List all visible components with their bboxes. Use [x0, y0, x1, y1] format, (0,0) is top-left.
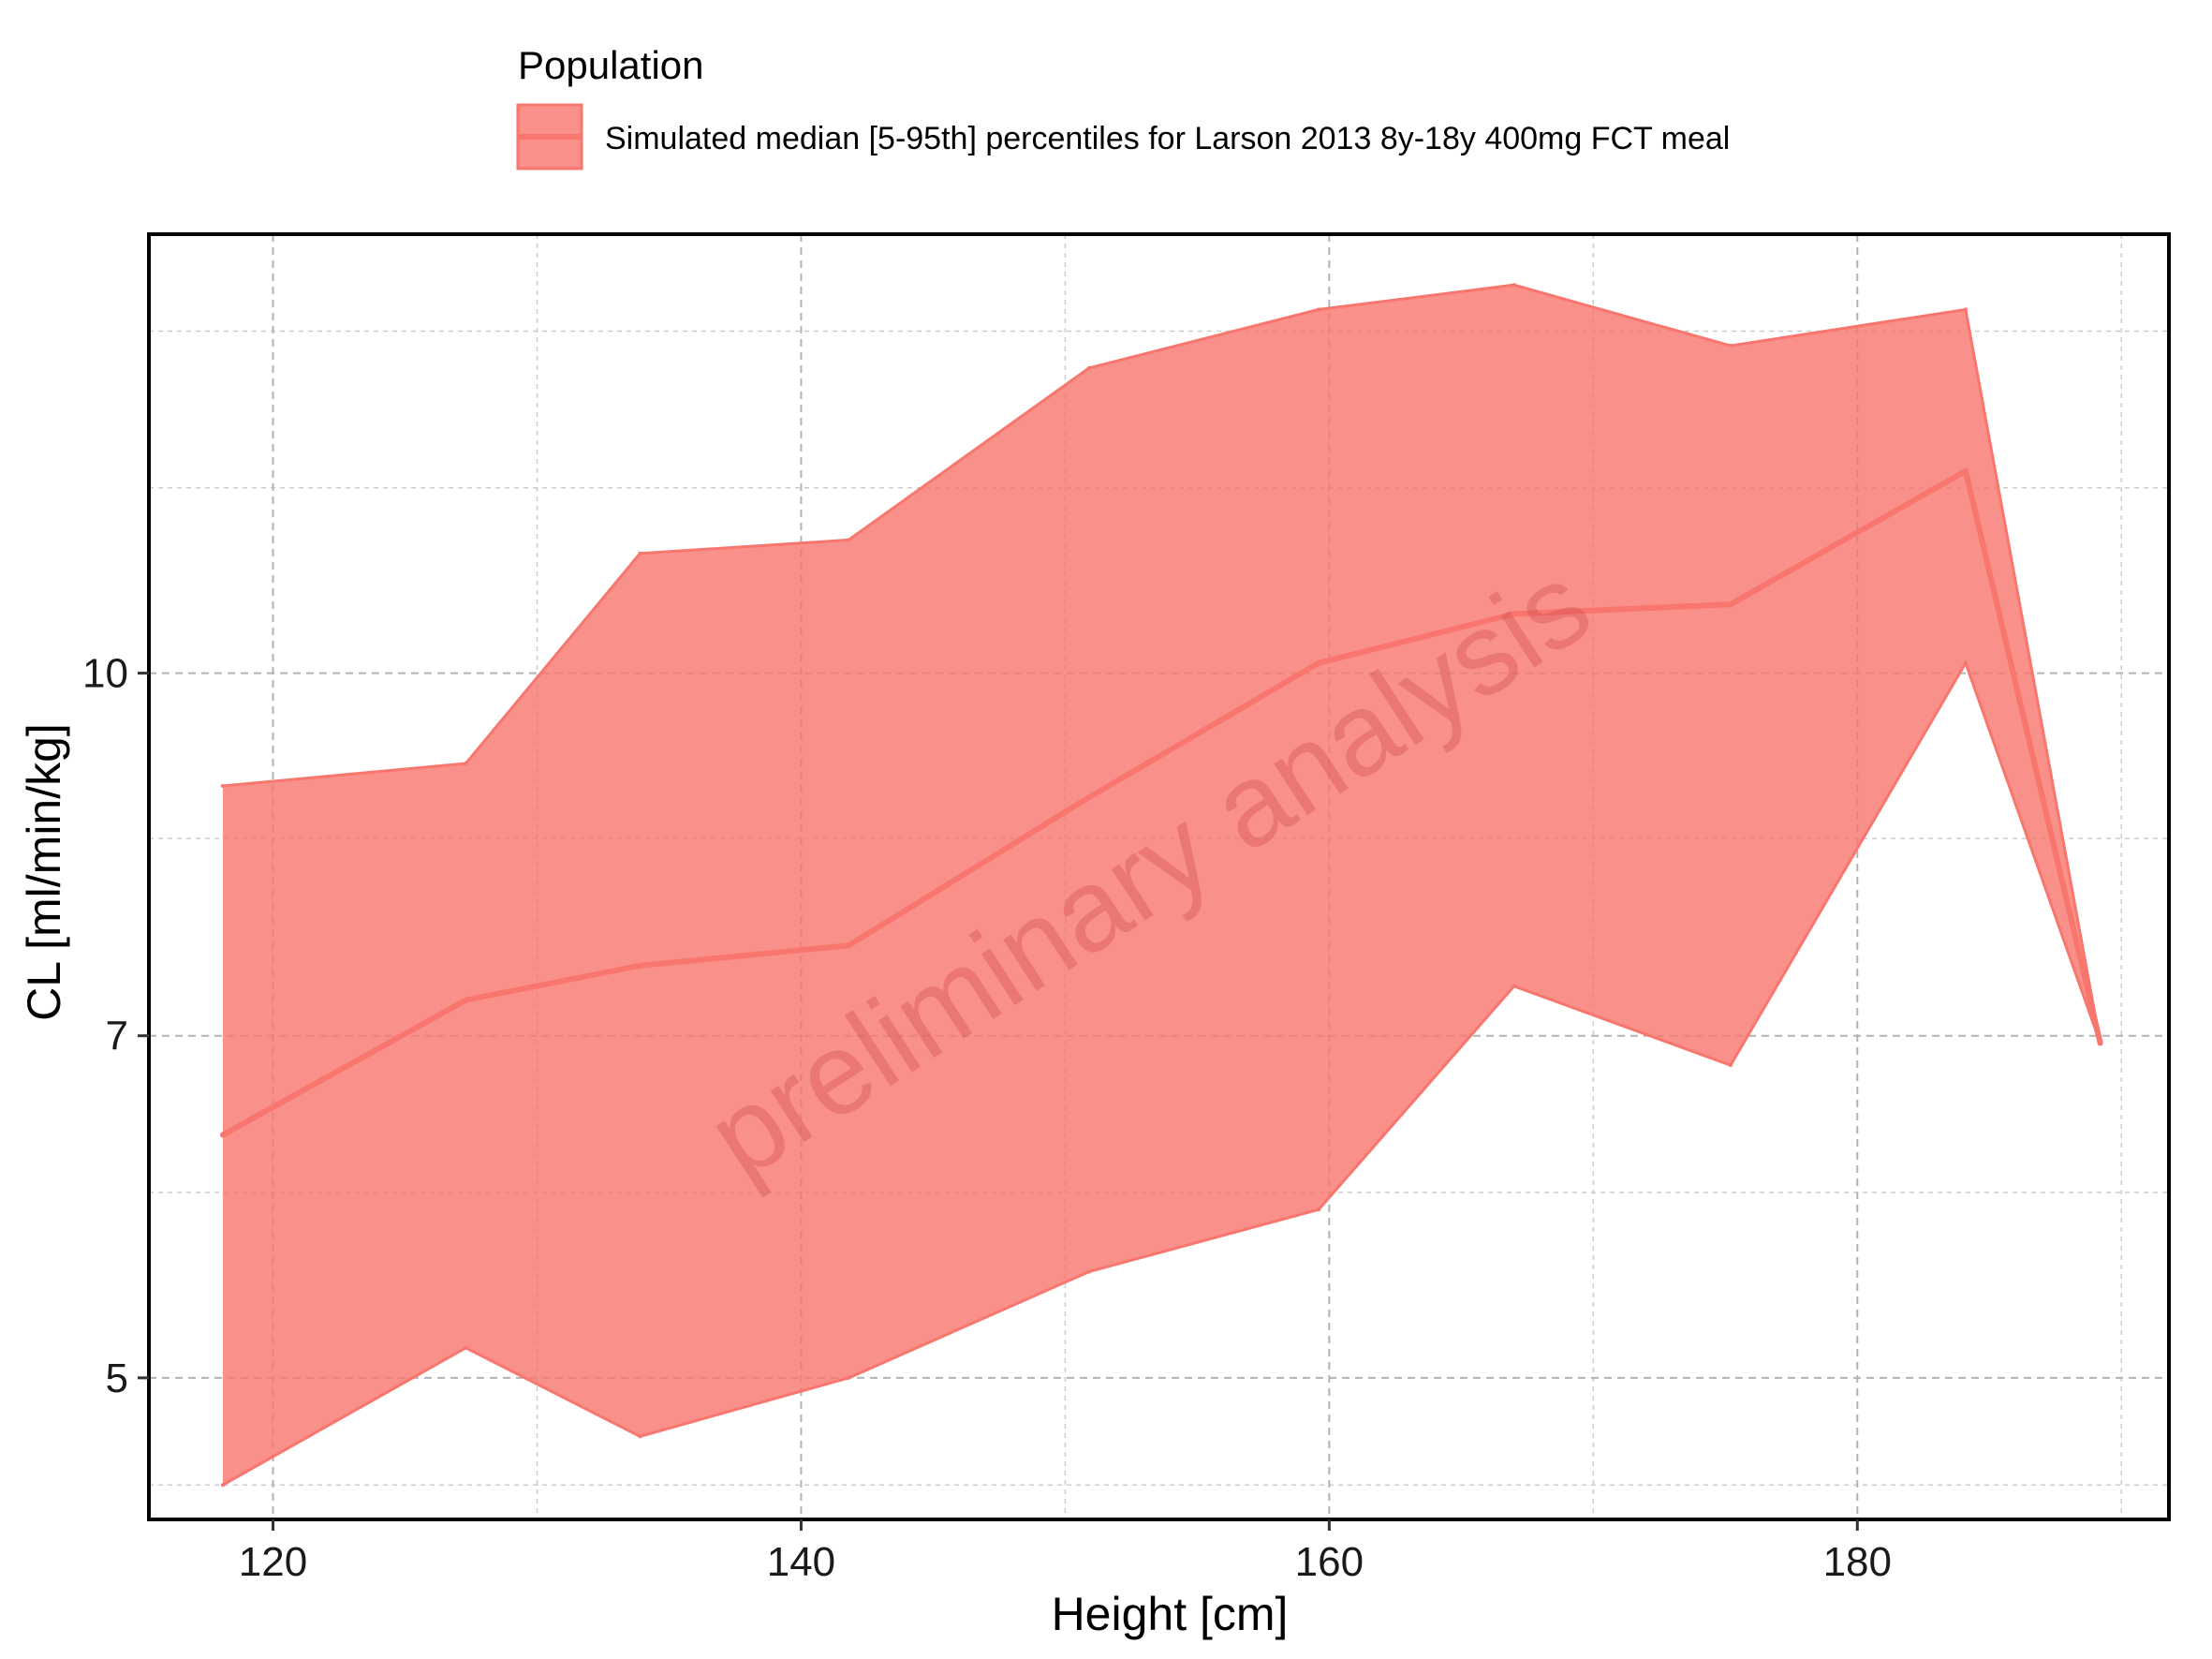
median-point	[1316, 659, 1322, 666]
y-tick-label: 10	[82, 651, 128, 697]
data-points	[219, 283, 2103, 1488]
p95-point	[220, 783, 225, 788]
p5-point	[1086, 1269, 1091, 1274]
legend-label: Simulated median [5-95th] percentiles fo…	[605, 121, 1730, 156]
y-axis-title: CL [ml/min/kg]	[18, 723, 70, 1021]
median-point	[1511, 611, 1517, 617]
p95-point	[847, 538, 851, 542]
y-axis: 5 7 10	[82, 651, 149, 1401]
p95-point	[1512, 283, 1516, 288]
p5-point	[638, 1434, 642, 1439]
p5-point	[847, 1375, 851, 1380]
p5-point	[1317, 1207, 1321, 1212]
y-tick-label: 7	[106, 1014, 128, 1059]
median-point	[1962, 467, 1969, 474]
p5-line	[222, 659, 2102, 1487]
p5-point	[1728, 1063, 1733, 1068]
median-point	[637, 962, 643, 969]
p95-point	[1086, 365, 1091, 370]
legend: Population Simulated median [5-95th] per…	[516, 43, 1730, 170]
p5-point	[464, 1345, 468, 1350]
p95-point	[2098, 1041, 2102, 1045]
panel-border	[147, 232, 2171, 1521]
percentile-band	[222, 285, 2101, 1486]
p95-point	[1728, 344, 1733, 348]
p95-point	[1963, 307, 1968, 312]
p95-line	[222, 283, 2102, 1044]
median-point	[463, 997, 469, 1003]
x-axis: 120 140 160 180	[239, 1519, 1892, 1585]
median-point	[1085, 794, 1092, 801]
x-tick-label: 180	[1823, 1539, 1892, 1585]
y-tick-label: 5	[106, 1355, 128, 1401]
median-point	[846, 942, 852, 949]
x-tick-label: 140	[767, 1539, 835, 1585]
p5-point	[1963, 660, 1968, 665]
x-tick-label: 120	[239, 1539, 307, 1585]
p95-point	[638, 551, 642, 555]
x-axis-title: Height [cm]	[1052, 1588, 1289, 1640]
median-line	[221, 467, 2103, 1138]
x-tick-label: 160	[1295, 1539, 1364, 1585]
p95-point	[464, 762, 468, 766]
legend-title: Population	[518, 43, 704, 87]
p5-point	[220, 1483, 225, 1488]
p95-point	[1317, 307, 1321, 312]
median-point	[219, 1132, 226, 1138]
median-point	[1727, 601, 1733, 608]
p5-point	[1512, 984, 1516, 988]
